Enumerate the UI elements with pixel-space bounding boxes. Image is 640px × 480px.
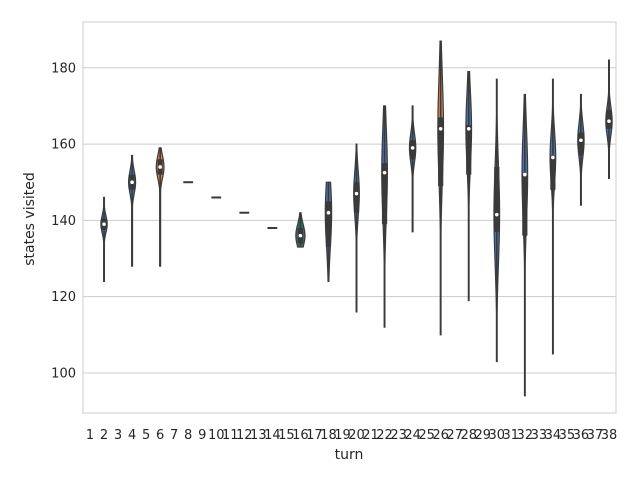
x-tick-label: 25 <box>418 428 435 443</box>
violin-median <box>382 170 387 175</box>
violin-iqr <box>578 132 584 156</box>
x-tick-label: 8 <box>184 428 192 443</box>
x-tick-label: 24 <box>404 428 421 443</box>
violin-turn-36 <box>577 93 585 206</box>
violin-turn-4 <box>127 154 137 267</box>
violin-median <box>438 127 443 131</box>
x-tick-label: 14 <box>264 428 281 443</box>
y-tick-label: 180 <box>51 61 76 76</box>
x-tick-label: 20 <box>348 428 365 443</box>
y-tick-label: 160 <box>51 138 76 153</box>
x-tick-label: 13 <box>250 428 267 443</box>
x-tick-label: 38 <box>601 428 618 443</box>
x-tick-label: 32 <box>517 428 534 443</box>
x-tick-label: 7 <box>170 428 178 443</box>
x-tick-label: 29 <box>474 428 491 443</box>
violin-iqr <box>494 166 500 232</box>
violins <box>100 40 613 397</box>
violin-turn-26 <box>437 40 445 336</box>
x-tick-label: 6 <box>156 428 164 443</box>
violin-median <box>298 233 303 238</box>
violin-median <box>130 180 134 185</box>
x-tick-label: 10 <box>208 428 225 443</box>
violin-turn-22 <box>381 105 388 328</box>
violin-turn-30 <box>493 78 501 363</box>
violin-iqr <box>325 201 332 248</box>
violin-turn-32 <box>521 93 529 397</box>
x-tick-labels: 1 2 3 4 5 6 7 8 9 1011121314151617181920212223242… <box>86 428 617 443</box>
x-tick-label: 2 <box>100 428 108 443</box>
x-tick-label: 17 <box>306 428 323 443</box>
violin-turn-24 <box>408 105 417 233</box>
x-tick-label: 35 <box>559 428 576 443</box>
violin-iqr <box>410 140 416 160</box>
violin-median <box>494 212 499 217</box>
plot-area <box>82 21 617 414</box>
violin-turn-38 <box>605 59 613 179</box>
violin-median <box>102 222 106 226</box>
y-tick-labels: 100 120 140 160 180 <box>51 61 76 381</box>
violin-median <box>158 165 162 169</box>
y-tick-label: 100 <box>51 366 76 381</box>
violin-turn-28 <box>465 70 473 302</box>
x-tick-label: 1 <box>86 428 94 443</box>
violin-iqr <box>522 174 528 236</box>
x-tick-label: 4 <box>128 428 136 443</box>
x-tick-label: 36 <box>573 428 590 443</box>
violin-iqr <box>550 155 556 190</box>
y-axis-label: states visited <box>22 172 38 266</box>
violin-turn-34 <box>549 78 557 355</box>
x-tick-label: 22 <box>376 428 393 443</box>
violin-median <box>551 155 555 160</box>
x-tick-label: 15 <box>278 428 295 443</box>
x-tick-label: 31 <box>503 428 520 443</box>
x-tick-label: 28 <box>460 428 477 443</box>
x-tick-label: 5 <box>142 428 150 443</box>
violin-median <box>607 119 611 123</box>
x-tick-label: 34 <box>545 428 562 443</box>
violin-turn-16 <box>295 212 306 248</box>
violin-median <box>579 138 583 143</box>
x-tick-label: 26 <box>432 428 449 443</box>
violin-median <box>466 127 471 131</box>
violin-iqr <box>438 117 444 187</box>
violin-turn-20 <box>353 143 360 313</box>
x-tick-label: 33 <box>531 428 548 443</box>
violin-median <box>326 210 331 215</box>
x-tick-label: 18 <box>320 428 337 443</box>
x-tick-label: 37 <box>587 428 604 443</box>
violin-iqr <box>466 124 472 175</box>
x-tick-label: 3 <box>114 428 122 443</box>
y-tick-label: 120 <box>51 290 76 305</box>
violin-turn-18 <box>324 181 333 282</box>
y-tick-label: 140 <box>51 214 76 229</box>
x-tick-label: 21 <box>362 428 379 443</box>
x-tick-label: 16 <box>292 428 309 443</box>
x-tick-label: 30 <box>489 428 506 443</box>
x-tick-label: 27 <box>446 428 463 443</box>
violin-median <box>354 191 359 196</box>
violin-median <box>523 172 527 177</box>
violin-median <box>410 146 415 150</box>
violin-turn-6 <box>155 147 165 267</box>
violin-iqr <box>381 163 388 225</box>
x-axis-label: turn <box>335 447 364 463</box>
x-tick-label: 19 <box>334 428 351 443</box>
violin-iqr <box>606 109 612 129</box>
violin-turn-2 <box>100 196 108 282</box>
violin-iqr <box>353 182 360 213</box>
x-tick-label: 23 <box>390 428 407 443</box>
x-tick-label: 11 <box>222 428 239 443</box>
x-tick-label: 9 <box>198 428 206 443</box>
x-tick-label: 12 <box>236 428 253 443</box>
